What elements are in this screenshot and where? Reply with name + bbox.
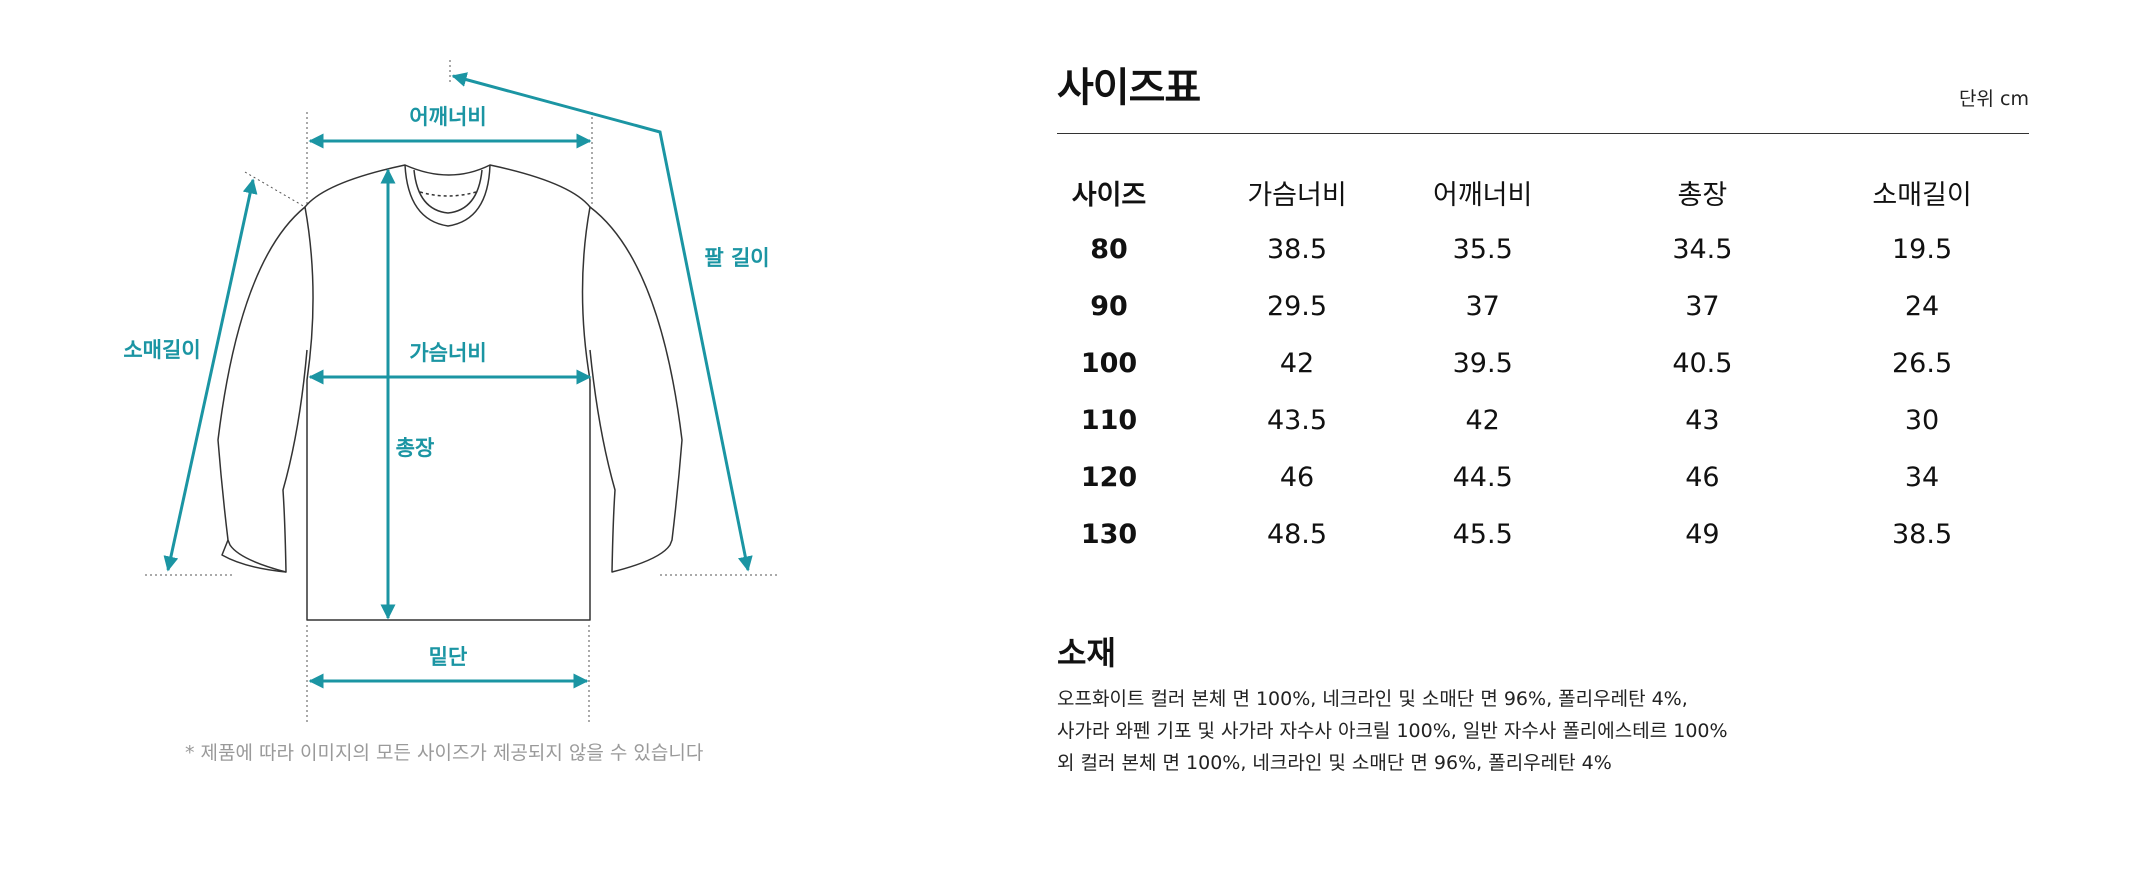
header-total-length: 총장 — [1677, 180, 1728, 211]
material-line: 외 컬러 본체 면 100%, 네크라인 및 소매단 면 96%, 폴리우레탄 … — [1057, 752, 1612, 774]
table-row: 100 42 39.5 40.5 26.5 — [1057, 335, 1972, 392]
shoulder-cell: 42 — [1465, 405, 1500, 436]
size-cell: 80 — [1090, 234, 1128, 265]
size-cell: 120 — [1080, 462, 1138, 493]
shoulder-cell: 39.5 — [1452, 348, 1513, 379]
table-row: 110 43.5 42 43 30 — [1057, 392, 1972, 449]
divider — [1057, 133, 2029, 134]
total-length-cell: 49 — [1685, 519, 1720, 550]
size-cell: 110 — [1080, 405, 1138, 436]
table-row: 130 48.5 45.5 49 38.5 — [1057, 506, 1972, 563]
sleeve-length-cell: 24 — [1904, 291, 1940, 322]
chest-cell: 42 — [1279, 348, 1315, 379]
size-chart-title: 사이즈표 — [1057, 65, 1201, 111]
chest-cell: 46 — [1279, 462, 1315, 493]
guide-lines — [145, 60, 780, 722]
header-chest: 가슴너비 — [1247, 180, 1347, 211]
unit-label: 단위 cm — [1959, 88, 2029, 110]
header-shoulder: 어깨너비 — [1433, 180, 1533, 211]
measurement-diagram: 어깨너비 팔 길이 소매길이 가슴너비 총장 밑단 — [123, 60, 780, 722]
material-title: 소재 — [1057, 634, 1116, 672]
total-length-cell: 37 — [1685, 291, 1720, 322]
shoulder-cell: 37 — [1465, 291, 1500, 322]
chest-cell: 29.5 — [1266, 291, 1328, 322]
sleeve-length-arrow — [163, 178, 258, 572]
chest-cell: 43.5 — [1266, 405, 1328, 436]
size-cell: 100 — [1080, 348, 1138, 379]
sleeve-length-cell: 19.5 — [1892, 234, 1953, 265]
header-size: 사이즈 — [1071, 180, 1147, 211]
sleeve-length-cell: 38.5 — [1892, 519, 1953, 550]
total-length-label: 총장 — [396, 436, 435, 460]
size-cell: 130 — [1080, 519, 1138, 550]
shoulder-label: 어깨너비 — [409, 105, 486, 129]
size-cell: 90 — [1090, 291, 1128, 322]
shoulder-cell: 35.5 — [1452, 234, 1513, 265]
arm-length-label: 팔 길이 — [704, 246, 769, 270]
diagram-note: * 제품에 따라 이미지의 모든 사이즈가 제공되지 않을 수 있습니다 — [185, 742, 704, 764]
shoulder-cell: 44.5 — [1452, 462, 1513, 493]
shoulder-cell: 45.5 — [1452, 519, 1513, 550]
total-length-cell: 43 — [1685, 405, 1720, 436]
header-sleeve-length: 소매길이 — [1872, 180, 1972, 211]
material-line: 오프화이트 컬러 본체 면 100%, 네크라인 및 소매단 면 96%, 폴리… — [1057, 688, 1688, 710]
sleeve-length-label: 소매길이 — [123, 338, 200, 362]
table-row: 80 38.5 35.5 34.5 19.5 — [1057, 221, 1972, 278]
chest-label: 가슴너비 — [409, 341, 486, 365]
sleeve-length-cell: 30 — [1904, 405, 1940, 436]
total-length-cell: 46 — [1685, 462, 1720, 493]
sleeve-length-cell: 34 — [1904, 462, 1940, 493]
table-header-row: 사이즈 가슴너비 어깨너비 총장 소매길이 — [1057, 164, 1972, 221]
arm-length-arrow — [451, 72, 753, 572]
material-line: 사가라 와펜 기포 및 사가라 자수사 아크릴 100%, 일반 자수사 폴리에… — [1057, 720, 1728, 742]
tshirt-illustration — [217, 164, 683, 621]
hem-label: 밑단 — [429, 645, 468, 669]
measurement-arrows — [163, 72, 753, 689]
table-row: 120 46 44.5 46 34 — [1057, 449, 1972, 506]
table-row: 90 29.5 37 37 24 — [1057, 278, 1972, 335]
chest-cell: 48.5 — [1266, 519, 1328, 550]
sleeve-length-cell: 26.5 — [1892, 348, 1953, 379]
total-length-cell: 34.5 — [1672, 234, 1733, 265]
size-table: 사이즈 가슴너비 어깨너비 총장 소매길이 80 38.5 35.5 34.5 … — [1057, 164, 1972, 563]
chest-cell: 38.5 — [1266, 234, 1328, 265]
total-length-cell: 40.5 — [1672, 348, 1733, 379]
